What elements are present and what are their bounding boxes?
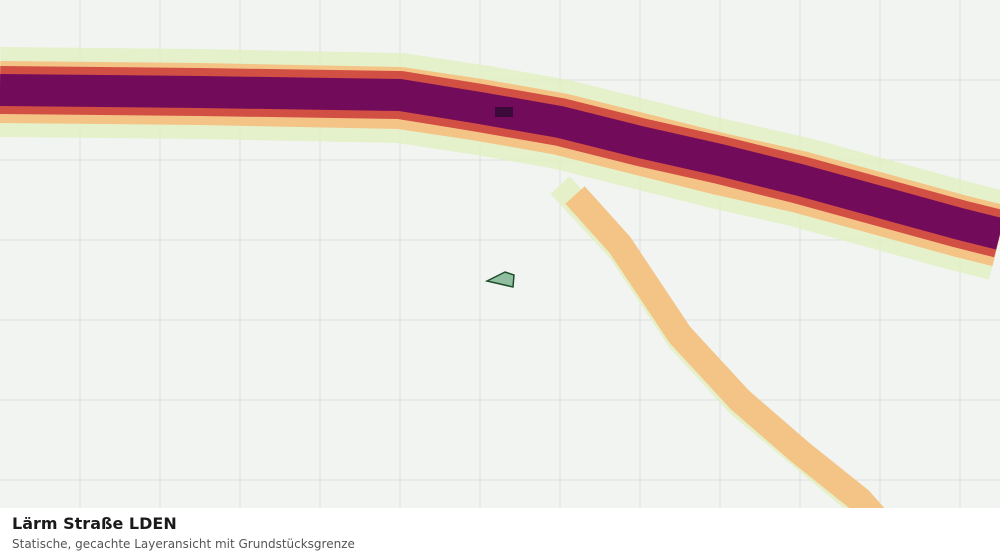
map-title: Lärm Straße LDEN — [12, 514, 177, 533]
noise-layer — [0, 47, 1000, 555]
noise-hotspot — [495, 107, 513, 117]
noise-zone-mid — [565, 186, 905, 549]
caption-panel: Lärm Straße LDEN Statische, gecachte Lay… — [0, 508, 1000, 560]
noise-zone-max — [0, 74, 1000, 250]
parcel-boundary — [484, 271, 515, 288]
map-subtitle: Statische, gecachte Layeransicht mit Gru… — [12, 537, 355, 551]
